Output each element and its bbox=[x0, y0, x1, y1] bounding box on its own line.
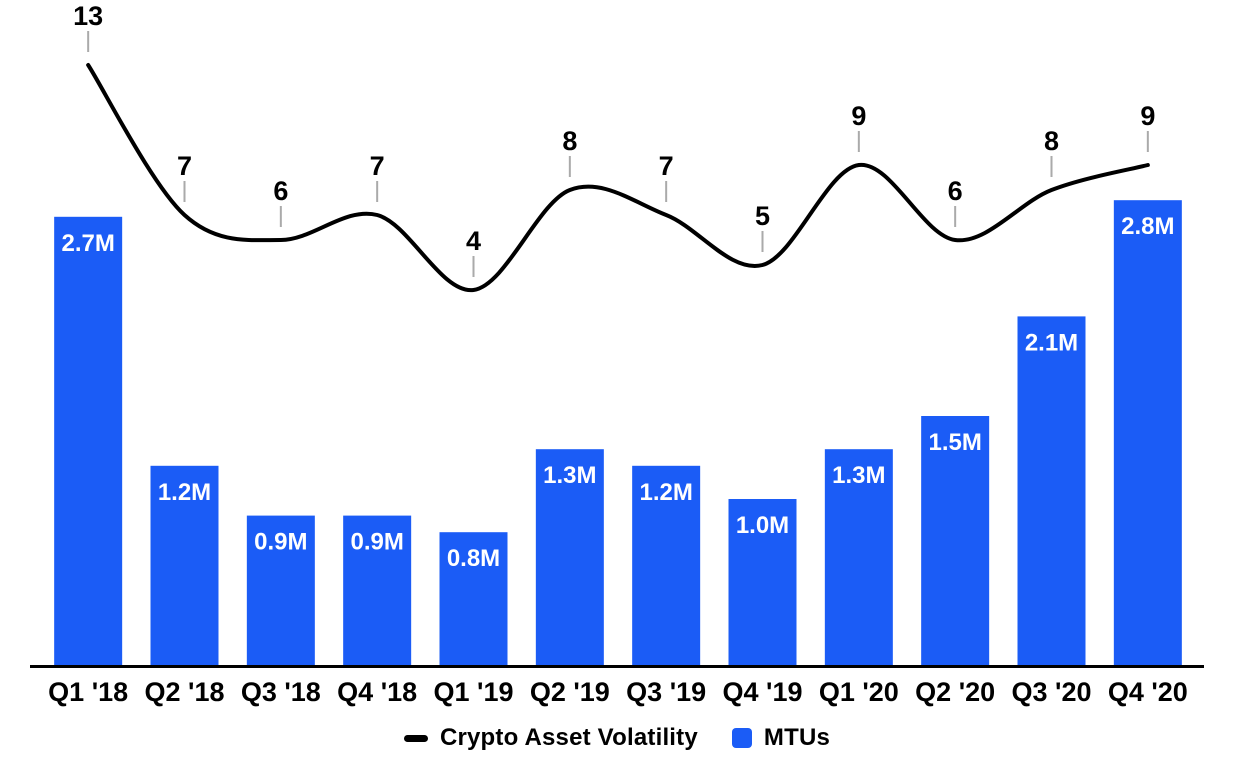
line-value-label: 7 bbox=[659, 151, 674, 181]
line-value-label: 8 bbox=[562, 126, 577, 156]
bar-value-label: 2.8M bbox=[1121, 213, 1174, 240]
line-value-label: 5 bbox=[755, 201, 770, 231]
legend: Crypto Asset Volatility MTUs bbox=[0, 724, 1234, 752]
line-value-label: 7 bbox=[177, 151, 192, 181]
line-value-label: 9 bbox=[851, 101, 866, 131]
bar-q3-20 bbox=[1017, 316, 1086, 665]
line-value-label: 13 bbox=[73, 1, 103, 31]
line-value-label: 8 bbox=[1044, 126, 1059, 156]
line-value-label: 7 bbox=[370, 151, 385, 181]
bar-value-label: 0.9M bbox=[350, 529, 403, 556]
legend-item-volatility: Crypto Asset Volatility bbox=[403, 724, 698, 752]
bar-q2-19 bbox=[535, 449, 604, 665]
bar-value-label: 1.3M bbox=[832, 462, 885, 489]
chart-canvas: 2.7M 1.2M 0.9M 0.9M 0.8M 1.3M 1.2M 1.0M 1.3M 1.5M… bbox=[30, 1, 1204, 707]
bar-value-label: 2.7M bbox=[61, 230, 114, 257]
x-axis-label: Q4 '18 bbox=[337, 677, 417, 707]
x-axis-label: Q1 '20 bbox=[819, 677, 899, 707]
bar-value-label: 2.1M bbox=[1025, 329, 1078, 356]
x-axis-label: Q4 '19 bbox=[723, 677, 803, 707]
bar-q1-18 bbox=[54, 216, 123, 666]
bar-value-label: 1.0M bbox=[736, 512, 789, 539]
line-value-label: 6 bbox=[273, 176, 288, 206]
bar-q3-19 bbox=[632, 465, 701, 665]
x-axis-label: Q4 '20 bbox=[1108, 677, 1188, 707]
bar-value-label: 1.2M bbox=[639, 479, 692, 506]
x-axis-label: Q1 '18 bbox=[48, 677, 128, 707]
bar-q4-19 bbox=[728, 499, 797, 665]
bar-q1-19 bbox=[439, 532, 508, 665]
bar-value-label: 1.2M bbox=[158, 479, 211, 506]
volatility-line bbox=[86, 63, 1150, 293]
line-series-marker-icon bbox=[403, 734, 428, 742]
bar-value-label: 0.8M bbox=[447, 545, 500, 572]
legend-label-volatility: Crypto Asset Volatility bbox=[439, 724, 698, 751]
x-axis-label: Q2 '18 bbox=[145, 677, 225, 707]
line-value-label: 6 bbox=[948, 176, 963, 206]
bar-q4-20 bbox=[1113, 200, 1182, 665]
x-axis-label: Q2 '20 bbox=[915, 677, 995, 707]
bar-value-label: 1.5M bbox=[928, 429, 981, 456]
bar-value-label: 1.3M bbox=[543, 462, 596, 489]
line-value-label: 9 bbox=[1140, 101, 1155, 131]
x-axis-label: Q3 '20 bbox=[1012, 677, 1092, 707]
line-value-label: 4 bbox=[466, 226, 481, 256]
bar-q2-20 bbox=[921, 416, 990, 665]
bar-value-label: 0.9M bbox=[254, 529, 307, 556]
bar-q3-18 bbox=[246, 515, 315, 665]
x-axis-label: Q1 '19 bbox=[434, 677, 514, 707]
bar-q4-18 bbox=[343, 515, 412, 665]
bar-q1-20 bbox=[824, 449, 893, 665]
x-axis-label: Q3 '19 bbox=[626, 677, 706, 707]
legend-item-mtus: MTUs bbox=[731, 724, 831, 752]
bar-q2-18 bbox=[150, 465, 219, 665]
x-axis-label: Q2 '19 bbox=[530, 677, 610, 707]
x-axis-label: Q3 '18 bbox=[241, 677, 321, 707]
bar-series-marker-icon bbox=[731, 728, 752, 748]
legend-label-mtus: MTUs bbox=[763, 724, 831, 751]
